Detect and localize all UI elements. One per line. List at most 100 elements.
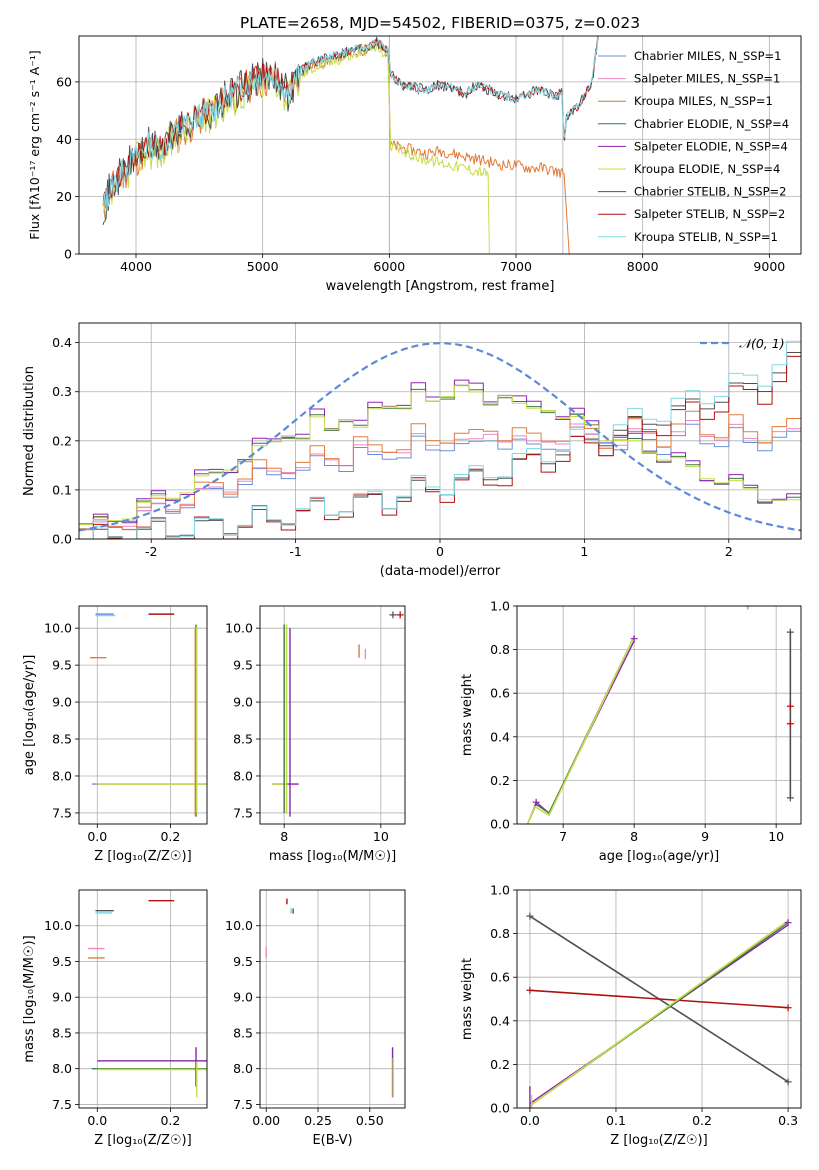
massweight_vs_Z-xtick-label: 0.0: [520, 1113, 540, 1128]
residuals-ytick-label: 0.0: [52, 532, 72, 547]
residuals-xtick-label: 2: [725, 544, 733, 559]
spectrum-legend-label: Chabrier STELIB, N_SSP=2: [634, 185, 786, 199]
age_vs_Z-xlabel: Z [log₁₀(Z/Z☉)]: [94, 849, 191, 864]
massweight_vs_age-ytick-label: 0.4: [490, 729, 510, 744]
massweight_vs_Z-ytick-label: 0.6: [490, 970, 510, 985]
age_vs_mass-ytick-label: 8.5: [233, 732, 253, 747]
age-mass-plus: [389, 611, 397, 619]
residuals-frame: [78, 322, 802, 540]
spectrum-legend-label: Salpeter MILES, N_SSP=1: [634, 72, 780, 86]
massweight_vs_age-ylabel: mass weight: [460, 674, 475, 756]
spectrum-xtick-label: 9000: [753, 259, 785, 274]
mw-age-plus: [744, 606, 752, 610]
age_vs_mass-ytick-label: 10.0: [225, 621, 253, 636]
spectrum-ytick-label: 0: [64, 247, 72, 262]
mw-age-line-chabrier-elodie: [526, 636, 635, 824]
age_vs_Z-plot-area: [89, 613, 207, 817]
age_vs_mass-plot-area: [272, 611, 404, 817]
residuals-panel: -2 -1 0 1 2 0.0 0.1 0.2 0.3 0.4 (data-model)/error…: [22, 322, 802, 579]
mass_vs_EBV-panel: 0.00 0.25 0.50 7.5 8.0 8.5 9.0 9.5 10.0 E(B-V): [225, 889, 406, 1148]
spectrum-xtick-label: 5000: [247, 259, 279, 274]
mw-age-plus: [786, 702, 794, 710]
massweight_vs_Z-xtick-label: 0.3: [778, 1113, 798, 1128]
massweight_vs_Z-panel: 0.0 0.1 0.2 0.3 0.0 0.2 0.4 0.6 0.8 1.0 Z [log₁₀(Z…: [460, 883, 802, 1148]
mass_vs_EBV-ytick-label: 7.5: [233, 1097, 253, 1112]
massweight_vs_age-xlabel: age [log₁₀(age/yr)]: [599, 849, 720, 864]
age_vs_mass-ytick-label: 7.5: [233, 805, 253, 820]
massweight_vs_Z-xtick-label: 0.2: [692, 1113, 712, 1128]
massweight_vs_age-xtick-label: 9: [701, 829, 709, 844]
spectrum-ytick-label: 40: [56, 132, 72, 147]
spectrum-line-stelib-red: [102, 36, 599, 208]
residuals-xtick-label: 0: [436, 544, 444, 559]
age_vs_mass-xlabel: mass [log₁₀(M/M☉)]: [269, 849, 396, 864]
massweight_vs_age-panel: 7 8 9 10 0.0 0.2 0.4 0.6 0.8 1.0 age [log₁₀(age/yr…: [460, 599, 802, 864]
mw-z-line-kroupa-elodie: [529, 919, 789, 1107]
residuals-hist-kroupa-miles: [79, 410, 801, 531]
age_vs_mass-xtick-label: 10: [373, 829, 389, 844]
mass_vs_Z-ytick-label: 7.5: [52, 1097, 72, 1112]
mass_vs_Z-ytick-label: 8.5: [52, 1025, 72, 1040]
mw-z-line-salpeter-stelib: [529, 989, 789, 1009]
mass_vs_Z-ylabel: mass [log₁₀(M/M☉)]: [22, 935, 37, 1062]
mass_vs_EBV-xlabel: E(B-V): [312, 1133, 352, 1148]
mass_vs_Z-ytick-label: 9.0: [52, 990, 72, 1005]
spectrum-legend-label: Chabrier ELODIE, N_SSP=4: [634, 117, 789, 131]
mass_vs_EBV-frame: [259, 889, 406, 1109]
mw-z-plus: [526, 986, 534, 994]
age_vs_Z-ylabel: age [log₁₀(age/yr)]: [22, 655, 37, 776]
age_vs_mass-ytick-label: 9.0: [233, 695, 253, 710]
mass_vs_Z-xtick-label: 0.2: [160, 1113, 180, 1128]
age_vs_mass-ytick-label: 8.0: [233, 768, 253, 783]
spectrum-legend-label: Salpeter ELODIE, N_SSP=4: [634, 139, 788, 153]
residuals-ytick-label: 0.1: [52, 482, 72, 497]
massweight_vs_age-plot-area: [526, 606, 794, 824]
spectrum-legend-label: Kroupa MILES, N_SSP=1: [634, 94, 773, 108]
figure-title: PLATE=2658, MJD=54502, FIBERID=0375, z=0…: [240, 14, 640, 32]
mw-age-plus: [786, 794, 794, 802]
mw-age-plus: [786, 628, 794, 636]
massweight_vs_age-ytick-label: 0.0: [490, 817, 510, 832]
mass_vs_EBV-xtick-label: 0.25: [304, 1113, 332, 1128]
mass_vs_Z-ytick-label: 10.0: [44, 918, 72, 933]
age-mass-plus: [396, 611, 404, 619]
age_vs_Z-ytick-label: 9.5: [52, 658, 72, 673]
spectrum-xtick-label: 6000: [373, 259, 405, 274]
residuals-xtick-label: -1: [289, 544, 301, 559]
age_vs_Z-ytick-label: 7.5: [52, 805, 72, 820]
mw-z-plus: [784, 1078, 792, 1086]
age_vs_mass-panel: 8 10 7.5 8.0 8.5 9.0 9.5 10.0 mass [log₁₀(M/M☉)]: [225, 605, 406, 864]
massweight_vs_age-ytick-label: 1.0: [490, 599, 510, 614]
massweight_vs_Z-xtick-label: 0.1: [606, 1113, 626, 1128]
mass_vs_EBV-ytick-label: 8.5: [233, 1025, 253, 1040]
massweight_vs_Z-ytick-label: 0.2: [490, 1057, 510, 1072]
residuals-plot-area: [79, 340, 801, 539]
spectrum-xtick-label: 4000: [120, 259, 152, 274]
age_vs_Z-ytick-label: 9.0: [52, 695, 72, 710]
residuals-hist-kroupa-stelib: [79, 340, 801, 539]
spectrum-legend-label: Chabrier MILES, N_SSP=1: [634, 49, 781, 63]
age_vs_Z-xtick-label: 0.0: [87, 829, 107, 844]
massweight_vs_Z-xlabel: Z [log₁₀(Z/Z☉)]: [610, 1133, 707, 1148]
mass_vs_EBV-ytick-label: 10.0: [225, 918, 253, 933]
massweight_vs_age-ytick-label: 0.2: [490, 773, 510, 788]
spectrum-frame: [78, 35, 802, 255]
residuals-legend-label: 𝒩(0, 1): [739, 336, 785, 351]
mw-age-line-kroupa-elodie: [526, 636, 635, 824]
massweight_vs_age-xtick-label: 7: [559, 829, 567, 844]
massweight_vs_age-xtick-label: 10: [768, 829, 784, 844]
residuals-ytick-label: 0.2: [52, 433, 72, 448]
massweight_vs_Z-ylabel: mass weight: [460, 958, 475, 1040]
spectrum-ylabel: Flux [fλ10⁻¹⁷ erg cm⁻² s⁻¹ A⁻¹]: [27, 50, 42, 239]
spectrum-line-stelib-cyan: [102, 36, 599, 211]
residuals-hist-kroupa-elodie: [79, 385, 801, 525]
age_vs_mass-ytick-label: 9.5: [233, 658, 253, 673]
spectrum-ytick-label: 60: [56, 74, 72, 89]
massweight_vs_age-ytick-label: 0.6: [490, 686, 510, 701]
massweight_vs_Z-ytick-label: 1.0: [490, 883, 510, 898]
mass_vs_EBV-xtick-label: 0.00: [252, 1113, 280, 1128]
residuals-xtick-label: -2: [145, 544, 157, 559]
mass_vs_EBV-xtick-label: 0.50: [356, 1113, 384, 1128]
mass_vs_Z-ytick-label: 8.0: [52, 1061, 72, 1076]
